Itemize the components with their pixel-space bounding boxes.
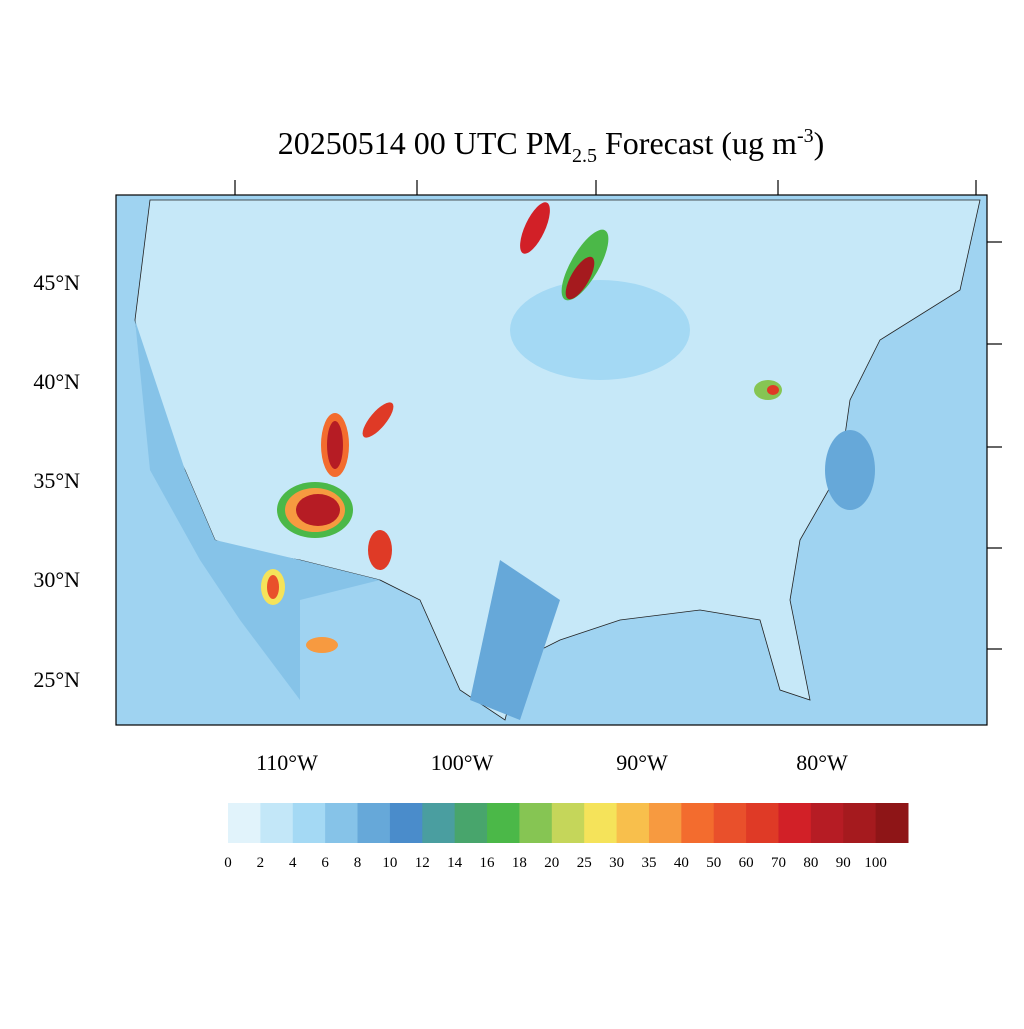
- colorbar-swatch: [422, 803, 456, 843]
- colorbar-label: 35: [641, 855, 656, 871]
- plume: [362, 402, 394, 438]
- lon-label: 80°W: [796, 750, 848, 775]
- west-coast-band: [135, 320, 380, 700]
- colorbar-label: 16: [480, 855, 496, 871]
- colorbar-label: 80: [803, 855, 818, 871]
- lat-label: 45°N: [33, 270, 80, 295]
- lon-label: 100°W: [431, 750, 494, 775]
- colorbar-swatch: [454, 803, 488, 843]
- colorbar-swatch: [487, 803, 520, 843]
- colorbar-swatch: [389, 803, 423, 843]
- title: 20250514 00 UTC PM2.5 Forecast (ug m-3): [278, 125, 825, 167]
- frame-ticks: [234, 180, 1002, 650]
- colorbar-swatch: [681, 803, 715, 843]
- colorbar-label: 60: [739, 855, 754, 871]
- colorbar-label: 70: [771, 855, 786, 871]
- colorbar-swatch: [648, 803, 682, 843]
- colorbar-swatch: [778, 803, 812, 843]
- lat-label: 40°N: [33, 369, 80, 394]
- colorbar-swatch: [843, 803, 877, 843]
- colorbar-swatch: [713, 803, 747, 843]
- colorbar-label: 14: [447, 855, 463, 871]
- plume: [327, 421, 343, 469]
- colorbar-swatch: [260, 803, 294, 843]
- colorbar-label: 0: [224, 855, 232, 871]
- colorbar-swatch: [584, 803, 618, 843]
- title-mid: Forecast (ug m: [597, 125, 797, 161]
- gulf-band: [470, 560, 560, 720]
- colorbar-label: 30: [609, 855, 624, 871]
- map-frame: [115, 194, 988, 726]
- colorbar-swatch: [519, 803, 553, 843]
- colorbar-label: 6: [321, 855, 329, 871]
- lat-label: 35°N: [33, 468, 80, 493]
- colorbar-label: 90: [836, 855, 851, 871]
- colorbar-label: 2: [257, 855, 265, 871]
- colorbar-swatch: [875, 803, 909, 843]
- colorbar-swatch: [746, 803, 779, 843]
- lat-label: 25°N: [33, 667, 80, 692]
- colorbar-label: 40: [674, 855, 689, 871]
- colorbar-label: 8: [354, 855, 362, 871]
- plume: [825, 430, 875, 510]
- colorbar-swatch: [325, 803, 359, 843]
- plume: [368, 530, 392, 570]
- plume: [520, 202, 550, 254]
- colorbar-label: 4: [289, 855, 297, 871]
- map-field: [116, 195, 987, 725]
- colorbar-swatch: [616, 803, 650, 843]
- lon-label: 90°W: [616, 750, 668, 775]
- plume: [306, 637, 338, 653]
- colorbar-label: 18: [512, 855, 527, 871]
- colorbar-label: 20: [544, 855, 559, 871]
- colorbar-swatch: [551, 803, 585, 843]
- colorbar-label: 100: [864, 855, 887, 871]
- title-end: ): [814, 125, 825, 161]
- lat-label: 30°N: [33, 567, 80, 592]
- plume: [296, 494, 340, 526]
- plume: [565, 256, 595, 300]
- plume: [510, 280, 690, 380]
- title-main: 20250514 00 UTC PM: [278, 125, 572, 161]
- colorbar-label: 12: [415, 855, 430, 871]
- colorbar-label: 25: [577, 855, 592, 871]
- colorbar-swatch: [810, 803, 844, 843]
- colorbar-swatch: [292, 803, 326, 843]
- plume: [267, 575, 279, 599]
- title-sub: 2.5: [572, 145, 597, 167]
- colorbar-label: 50: [706, 855, 721, 871]
- lon-label: 110°W: [256, 750, 318, 775]
- colorbar-label: 10: [382, 855, 397, 871]
- colorbar-swatch: [357, 803, 391, 843]
- title-sup: -3: [797, 125, 814, 147]
- colorbar-swatch: [228, 803, 261, 843]
- plume: [767, 385, 779, 395]
